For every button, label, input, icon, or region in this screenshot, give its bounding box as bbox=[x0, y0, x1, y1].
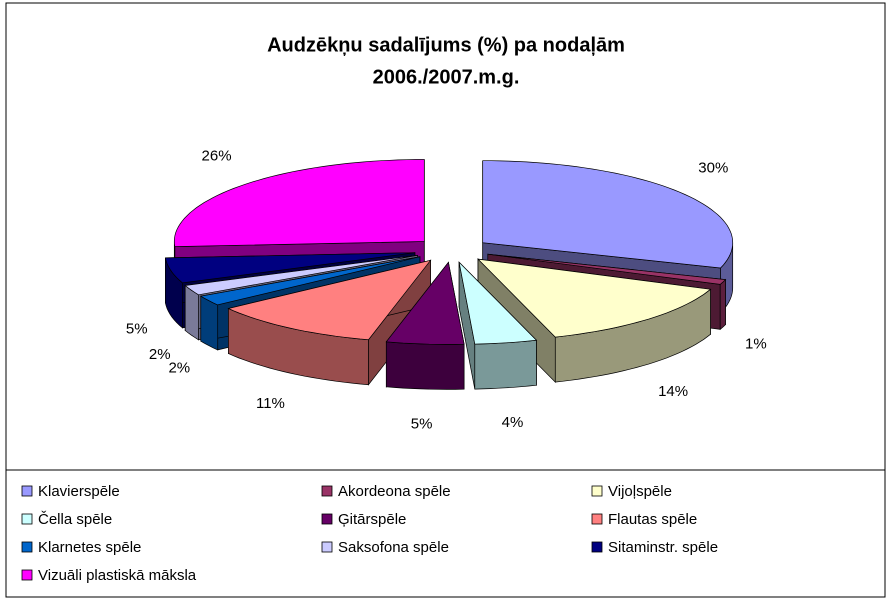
legend-swatch bbox=[591, 513, 603, 525]
slice bbox=[458, 261, 538, 345]
slice bbox=[184, 254, 418, 296]
data-label: 14% bbox=[658, 383, 688, 400]
data-label: 26% bbox=[202, 147, 232, 164]
slice bbox=[487, 253, 727, 285]
legend-label: Ģitārspēle bbox=[338, 511, 406, 528]
slice-side bbox=[474, 339, 537, 390]
slice-side bbox=[200, 295, 219, 351]
legend-label: Vijoļspēle bbox=[608, 483, 672, 500]
data-label: 2% bbox=[168, 359, 190, 376]
data-label: 30% bbox=[698, 159, 728, 176]
chart-title: Audzēkņu sadalījums (%) pa nodaļām bbox=[267, 34, 625, 56]
data-label: 11% bbox=[256, 395, 285, 412]
data-label: 5% bbox=[411, 415, 433, 432]
data-label: 1% bbox=[745, 335, 767, 352]
slice bbox=[227, 259, 432, 341]
slice bbox=[227, 259, 432, 386]
legend-swatch bbox=[21, 485, 33, 497]
legend-label: Flautas spēle bbox=[608, 511, 697, 528]
slice bbox=[477, 258, 712, 338]
legend-swatch bbox=[591, 541, 603, 553]
legend-label: Saksofona spēle bbox=[338, 539, 449, 556]
legend-label: Akordeona spēle bbox=[338, 483, 451, 500]
slice bbox=[482, 160, 734, 269]
slice bbox=[458, 261, 538, 390]
slice-side bbox=[385, 341, 465, 390]
slice bbox=[173, 159, 425, 247]
legend-swatch bbox=[21, 513, 33, 525]
slice-side bbox=[719, 278, 726, 331]
slice bbox=[164, 252, 415, 284]
legend-swatch bbox=[321, 541, 333, 553]
slice bbox=[199, 256, 420, 306]
data-label: 5% bbox=[126, 321, 148, 338]
legend-swatch bbox=[591, 485, 603, 497]
data-label: 2% bbox=[149, 346, 171, 363]
legend-swatch bbox=[321, 485, 333, 497]
data-label: 4% bbox=[502, 414, 524, 431]
legend-swatch bbox=[21, 569, 33, 581]
legend-label: Vizuāli plastiskā māksla bbox=[38, 567, 197, 584]
legend-swatch bbox=[21, 541, 33, 553]
legend-swatch bbox=[321, 513, 333, 525]
slice bbox=[385, 261, 465, 390]
chart-title: 2006./2007.m.g. bbox=[373, 66, 520, 88]
legend-label: Čella spēle bbox=[38, 511, 112, 528]
legend-label: Sitaminstr. spēle bbox=[608, 539, 718, 556]
legend-label: Klavierspēle bbox=[38, 483, 120, 500]
legend-label: Klarnetes spēle bbox=[38, 539, 141, 556]
slice bbox=[385, 261, 465, 345]
